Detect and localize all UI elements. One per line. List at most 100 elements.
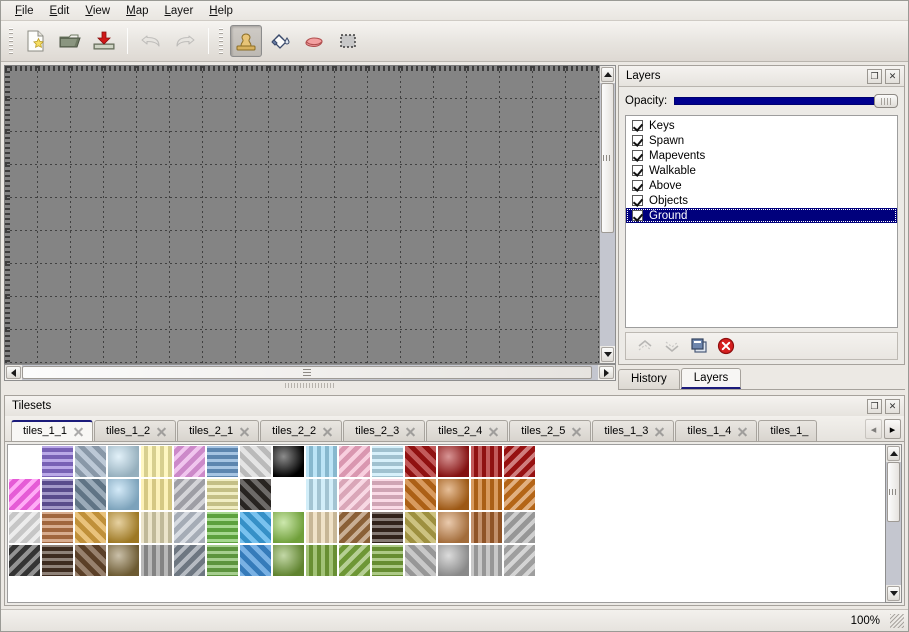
- tileset-tile[interactable]: [470, 544, 503, 577]
- tileset-tile[interactable]: [107, 511, 140, 544]
- tileset-tile[interactable]: [41, 445, 74, 478]
- tileset-tile[interactable]: [140, 478, 173, 511]
- redo-button[interactable]: [169, 25, 201, 57]
- tileset-tile[interactable]: [74, 478, 107, 511]
- layer-row[interactable]: Mapevents: [626, 148, 897, 163]
- tileset-tile[interactable]: [338, 478, 371, 511]
- tileset-tile[interactable]: [503, 544, 536, 577]
- tileset-tab-tiles_2_5[interactable]: tiles_2_5: [509, 420, 592, 441]
- menu-map[interactable]: Map: [126, 4, 149, 17]
- tileset-tab-tiles_1_1[interactable]: tiles_1_1: [11, 420, 94, 441]
- tileset-tile[interactable]: [272, 478, 305, 511]
- tileset-tile[interactable]: [371, 445, 404, 478]
- tileset-tile[interactable]: [305, 544, 338, 577]
- tab-close-icon[interactable]: [156, 426, 167, 437]
- layers-list[interactable]: Keys Spawn Mapevents Walkable: [625, 115, 898, 328]
- tileset-tile[interactable]: [140, 511, 173, 544]
- dock-tab-history[interactable]: History: [618, 369, 680, 389]
- layer-row-selected[interactable]: Ground: [626, 208, 897, 223]
- tileset-tile[interactable]: [8, 478, 41, 511]
- tileset-tile-grid[interactable]: [8, 445, 885, 577]
- map-horizontal-scrollbar[interactable]: [4, 364, 616, 381]
- map-vertical-scrollbar[interactable]: [599, 65, 616, 364]
- toolbar-grip-1[interactable]: [7, 28, 15, 54]
- eraser-tool-button[interactable]: [298, 25, 330, 57]
- tileset-tile[interactable]: [239, 445, 272, 478]
- tileset-tile[interactable]: [305, 445, 338, 478]
- float-icon[interactable]: ❐: [867, 398, 882, 414]
- tileset-tile[interactable]: [470, 511, 503, 544]
- tileset-vscroll-thumb[interactable]: [887, 462, 900, 522]
- map-scroll-left-button[interactable]: [6, 366, 21, 379]
- layer-visibility-checkbox[interactable]: [632, 135, 643, 146]
- tileset-scroll-up-button[interactable]: [887, 446, 900, 461]
- layer-visibility-checkbox[interactable]: [632, 180, 643, 191]
- tab-close-icon[interactable]: [654, 426, 665, 437]
- tileset-tile[interactable]: [371, 478, 404, 511]
- layer-row[interactable]: Above: [626, 178, 897, 193]
- tileset-tile[interactable]: [107, 544, 140, 577]
- open-map-button[interactable]: [54, 25, 86, 57]
- tab-close-icon[interactable]: [322, 426, 333, 437]
- tileset-tile[interactable]: [437, 478, 470, 511]
- tileset-tile[interactable]: [140, 445, 173, 478]
- tileset-tile[interactable]: [173, 478, 206, 511]
- tileset-vscroll-track[interactable]: [886, 462, 901, 585]
- close-icon[interactable]: ✕: [885, 398, 900, 414]
- tileset-tile[interactable]: [173, 445, 206, 478]
- save-map-button[interactable]: [88, 25, 120, 57]
- layer-visibility-checkbox[interactable]: [632, 120, 643, 131]
- tab-close-icon[interactable]: [571, 426, 582, 437]
- map-scroll-right-button[interactable]: [599, 366, 614, 379]
- menu-file[interactable]: File: [15, 4, 34, 17]
- layer-row[interactable]: Spawn: [626, 133, 897, 148]
- tileset-tab-tiles_2_2[interactable]: tiles_2_2: [260, 420, 343, 441]
- menu-view[interactable]: View: [85, 4, 111, 17]
- tileset-tab-tiles_1_2[interactable]: tiles_1_2: [94, 420, 177, 441]
- tileset-tile[interactable]: [107, 478, 140, 511]
- layer-visibility-checkbox[interactable]: [632, 165, 643, 176]
- float-icon[interactable]: ❐: [867, 68, 882, 84]
- menu-layer[interactable]: Layer: [164, 4, 194, 17]
- tileset-tile[interactable]: [371, 544, 404, 577]
- tileset-tile[interactable]: [437, 445, 470, 478]
- tab-close-icon[interactable]: [239, 426, 250, 437]
- tileset-tile[interactable]: [239, 478, 272, 511]
- map-splitter-handle[interactable]: [4, 381, 616, 390]
- layer-row[interactable]: Keys: [626, 118, 897, 133]
- tileset-tile[interactable]: [8, 544, 41, 577]
- tileset-tile[interactable]: [74, 544, 107, 577]
- tileset-tile[interactable]: [503, 511, 536, 544]
- tileset-tile[interactable]: [338, 511, 371, 544]
- layer-visibility-checkbox[interactable]: [632, 150, 643, 161]
- tileset-tile[interactable]: [206, 445, 239, 478]
- tileset-tile[interactable]: [503, 445, 536, 478]
- move-layer-down-button[interactable]: [661, 335, 683, 357]
- tileset-tile[interactable]: [140, 544, 173, 577]
- tileset-tile[interactable]: [371, 511, 404, 544]
- tileset-scroll-down-button[interactable]: [887, 586, 900, 601]
- tileset-tile[interactable]: [437, 511, 470, 544]
- map-canvas[interactable]: [4, 65, 599, 364]
- tileset-tab-prev-button[interactable]: ◂: [865, 419, 882, 439]
- tileset-tile[interactable]: [338, 445, 371, 478]
- tab-close-icon[interactable]: [405, 426, 416, 437]
- map-hscroll-track[interactable]: [22, 365, 598, 380]
- close-icon[interactable]: ✕: [885, 68, 900, 84]
- map-hscroll-thumb[interactable]: [22, 366, 592, 379]
- tileset-tab-tiles_1_4[interactable]: tiles_1_4: [675, 420, 758, 441]
- tileset-vertical-scrollbar[interactable]: [885, 444, 902, 603]
- tab-close-icon[interactable]: [737, 426, 748, 437]
- fill-tool-button[interactable]: [264, 25, 296, 57]
- tileset-tab-tiles_2_3[interactable]: tiles_2_3: [343, 420, 426, 441]
- duplicate-layer-button[interactable]: [688, 335, 710, 357]
- tileset-tile[interactable]: [404, 511, 437, 544]
- tileset-tile[interactable]: [437, 544, 470, 577]
- tileset-tab-tiles_2_1[interactable]: tiles_2_1: [177, 420, 260, 441]
- menu-help[interactable]: Help: [209, 4, 233, 17]
- opacity-slider[interactable]: [674, 92, 898, 110]
- tileset-tile[interactable]: [305, 478, 338, 511]
- new-map-button[interactable]: [20, 25, 52, 57]
- layer-row[interactable]: Walkable: [626, 163, 897, 178]
- tileset-tile[interactable]: [272, 544, 305, 577]
